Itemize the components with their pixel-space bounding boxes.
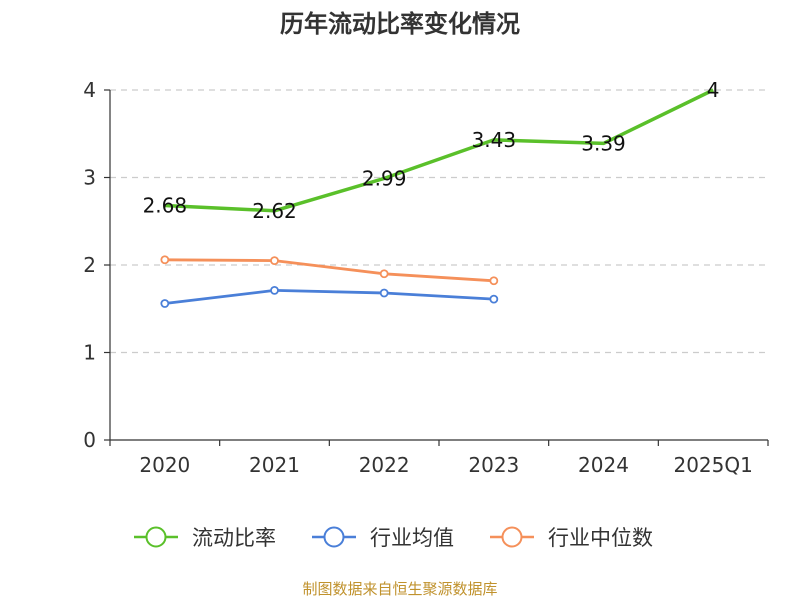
series-line-流动比率 [164, 88, 714, 213]
data-point-行业均值-2020 [160, 299, 170, 308]
x-tick-label-2024: 2024 [578, 453, 629, 477]
data-point-行业中位数-2021 [270, 256, 279, 266]
x-tick-label-2021: 2021 [249, 453, 300, 477]
x-tick-label-2023: 2023 [468, 453, 519, 477]
data-point-行业中位数-2023 [489, 276, 499, 286]
data-label-2024: 3.39 [581, 131, 626, 155]
x-tick-label-2022: 2022 [359, 453, 410, 477]
series-lines [160, 88, 714, 308]
data-point-行业均值-2022 [379, 288, 389, 298]
data-point-行业中位数-2020 [160, 255, 170, 265]
legend-label-行业均值: 行业均值 [370, 526, 454, 550]
data-label-2025Q1: 4 [707, 78, 720, 102]
legend: 流动比率 行业均值 行业中位数 [134, 526, 653, 550]
y-tick-label-0: 0 [83, 428, 96, 452]
data-label-2020: 2.68 [143, 194, 188, 218]
legend-marker-行业均值 [323, 526, 345, 548]
x-tick-label-2020: 2020 [139, 453, 190, 477]
data-labels: 2.68 2.62 2.99 3.43 3.39 4 [143, 78, 720, 223]
data-label-2023: 3.43 [472, 128, 517, 152]
source-note: 制图数据来自恒生聚源数据库 [302, 580, 498, 598]
data-label-2022: 2.99 [362, 166, 407, 190]
series-line-行业均值 [164, 289, 494, 305]
legend-marker-行业中位数 [501, 526, 523, 548]
axes: 0 1 2 3 4 2020 2021 2022 2023 2024 2025Q1 [83, 78, 769, 477]
y-tick-label-4: 4 [83, 78, 96, 102]
data-label-2021: 2.62 [252, 199, 297, 223]
y-tick-label-1: 1 [83, 341, 96, 365]
chart-title: 历年流动比率变化情况 [280, 10, 520, 38]
data-point-行业均值-2021 [270, 285, 279, 295]
series-line-行业中位数 [164, 258, 494, 283]
legend-marker-流动比率 [145, 526, 167, 548]
legend-label-流动比率: 流动比率 [192, 526, 276, 550]
y-tick-label-3: 3 [83, 166, 96, 190]
data-point-行业中位数-2022 [379, 269, 389, 279]
legend-label-行业中位数: 行业中位数 [548, 526, 653, 550]
data-point-行业均值-2023 [489, 294, 499, 304]
x-tick-label-2025Q1: 2025Q1 [673, 453, 752, 477]
grid-lines [110, 89, 768, 354]
y-tick-label-2: 2 [83, 253, 96, 277]
